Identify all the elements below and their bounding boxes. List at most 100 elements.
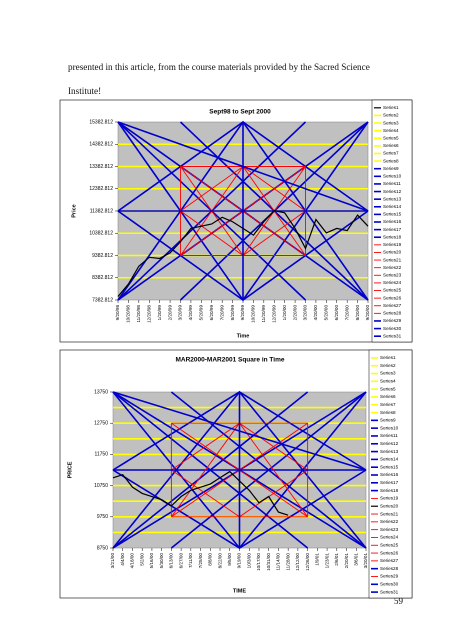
legend-label: Series13 <box>380 449 399 454</box>
x-tick-label: 5/2/00 <box>139 553 144 566</box>
legend-label: Series21 <box>380 511 399 516</box>
x-tick-label: 7/11/00 <box>188 553 193 568</box>
x-tick-label: 5/20/00 <box>324 305 329 321</box>
x-tick-label: 11/20/99 <box>261 305 266 323</box>
y-tick-label: 9750 <box>97 514 108 520</box>
y-tick-label: 11382.812 <box>90 208 113 214</box>
x-tick-label: 1/23/01 <box>324 553 329 569</box>
legend-label: Series16 <box>383 219 402 224</box>
x-tick-label: 10/20/98 <box>126 305 131 323</box>
y-tick-label: 12750 <box>94 421 108 427</box>
legend-label: Series5 <box>380 386 396 391</box>
x-tick-label: 10/31/00 <box>266 553 271 571</box>
x-tick-label: 2/20/01 <box>344 553 349 569</box>
x-tick-label: 12/20/98 <box>146 305 151 323</box>
legend-label: Series14 <box>383 204 402 209</box>
x-tick-label: 8/20/99 <box>230 305 235 321</box>
legend-label: Series11 <box>383 181 401 186</box>
chart-title: MAR2000-MAR2001 Square in Time <box>176 357 285 364</box>
legend-label: Series29 <box>380 574 399 579</box>
legend-label: Series27 <box>383 303 402 308</box>
x-tick-label: 3/20/00 <box>303 305 308 321</box>
x-tick-label: 4/20/00 <box>313 305 318 321</box>
x-tick-label: 3/6/01 <box>353 553 358 566</box>
legend-label: Series2 <box>383 113 399 118</box>
legend-label: Series29 <box>383 318 402 323</box>
x-tick-label: 12/12/00 <box>295 553 300 571</box>
x-tick-label: 9/20/98 <box>115 305 120 321</box>
legend-label: Series9 <box>380 418 396 423</box>
legend-label: Series21 <box>383 257 402 262</box>
x-tick-label: 10/3/00 <box>246 553 251 569</box>
legend-label: Series20 <box>380 503 399 508</box>
legend-label: Series20 <box>383 250 402 255</box>
legend-label: Series23 <box>383 273 402 278</box>
y-tick-label: 10382.812 <box>89 231 113 237</box>
x-tick-label: 6/13/00 <box>169 553 174 569</box>
x-tick-label: 7/25/00 <box>198 553 203 569</box>
legend-label: Series12 <box>380 441 399 446</box>
legend-label: Series30 <box>380 582 399 587</box>
legend-label: Series30 <box>383 326 402 331</box>
legend-label: Series25 <box>383 288 402 293</box>
legend-label: Series31 <box>383 333 402 338</box>
x-tick-label: 3/20/99 <box>178 305 183 321</box>
x-tick-label: 8/20/00 <box>355 305 360 321</box>
x-tick-label: 9/19/00 <box>237 553 242 569</box>
x-axis-label: Time <box>237 333 250 339</box>
x-tick-label: 8/8/00 <box>208 553 213 566</box>
x-tick-label: 9/20/99 <box>240 305 245 321</box>
x-tick-label: 11/14/00 <box>276 553 281 571</box>
x-tick-label: 12/20/99 <box>271 305 276 323</box>
legend-label: Series12 <box>383 189 402 194</box>
y-axis-label: Price <box>71 204 77 217</box>
x-tick-label: 10/17/00 <box>256 553 261 571</box>
series-line <box>117 209 369 297</box>
legend-label: Series3 <box>383 120 399 125</box>
legend-label: Series17 <box>380 480 399 485</box>
legend-label: Series26 <box>380 550 399 555</box>
x-tick-label: 8/22/00 <box>217 553 222 569</box>
x-tick-label: 10/20/99 <box>251 305 256 323</box>
legend-label: Series1 <box>380 355 396 360</box>
legend-label: Series23 <box>380 527 399 532</box>
legend-label: Series11 <box>380 433 398 438</box>
legend-label: Series22 <box>383 265 402 270</box>
legend-label: Series3 <box>380 371 396 376</box>
legend-label: Series17 <box>383 227 402 232</box>
series-line <box>112 470 289 516</box>
x-tick-label: 1/9/01 <box>315 553 320 566</box>
legend-label: Series25 <box>380 542 399 547</box>
y-tick-label: 7382.812 <box>92 297 113 303</box>
legend-label: Series19 <box>383 242 402 247</box>
legend-label: Series31 <box>380 589 399 594</box>
x-tick-label: 6/20/99 <box>209 305 214 321</box>
legend-label: Series24 <box>380 535 399 540</box>
legend-label: Series7 <box>380 402 396 407</box>
x-tick-label: 4/20/99 <box>188 305 193 321</box>
legend-label: Series14 <box>380 457 399 462</box>
legend-box <box>368 349 413 599</box>
legend-label: Series28 <box>380 566 399 571</box>
legend-label: Series15 <box>380 464 399 469</box>
page-number: 59 <box>394 596 403 606</box>
x-tick-label: 5/16/00 <box>149 553 154 569</box>
legend-label: Series4 <box>383 128 399 133</box>
x-tick-label: 11/28/00 <box>285 553 290 571</box>
legend-label: Series6 <box>383 143 399 148</box>
x-tick-label: 9/20/00 <box>365 305 370 321</box>
x-axis-label: TIME <box>233 588 246 594</box>
x-tick-label: 12/26/00 <box>305 553 310 571</box>
legend-label: Series5 <box>383 135 399 140</box>
y-tick-label: 15382.812 <box>89 119 113 125</box>
series-line <box>117 121 369 212</box>
legend-label: Series4 <box>380 379 396 384</box>
y-tick-label: 14382.812 <box>89 142 113 148</box>
x-tick-label: 1/20/00 <box>282 305 287 321</box>
x-tick-label: 6/20/00 <box>334 305 339 321</box>
y-tick-label: 10750 <box>94 483 108 489</box>
x-tick-label: 2/20/00 <box>292 305 297 321</box>
x-tick-label: 7/20/00 <box>344 305 349 321</box>
